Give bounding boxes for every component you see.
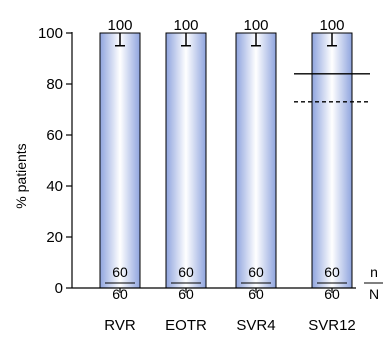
y-tick-label-60: 60 (46, 127, 63, 144)
y-axis-label: % patients (13, 143, 29, 208)
value-label-svr4: 100 (243, 17, 268, 34)
bar-eotr (165, 32, 207, 289)
N-value-rvr: 60 (112, 286, 128, 302)
y-tick-label-20: 20 (46, 229, 63, 246)
x-tick-label-svr4: SVR4 (236, 317, 275, 334)
x-tick-label-eotr: EOTR (165, 317, 207, 334)
N-value-eotr: 60 (178, 286, 194, 302)
n-key-label: n (370, 264, 378, 280)
bar-rvr (99, 32, 141, 289)
y-tick-label-100: 100 (38, 25, 63, 42)
x-tick-label-svr12: SVR12 (308, 317, 356, 334)
bar-svr4 (235, 32, 277, 289)
y-tick-label-0: 0 (55, 280, 63, 297)
n-value-svr12: 60 (324, 264, 340, 280)
bar-svr12 (311, 32, 353, 289)
value-label-svr12: 100 (319, 17, 344, 34)
value-label-eotr: 100 (173, 17, 198, 34)
N-value-svr12: 60 (324, 286, 340, 302)
x-tick-label-rvr: RVR (104, 317, 136, 334)
n-value-svr4: 60 (248, 264, 264, 280)
value-label-rvr: 100 (107, 17, 132, 34)
N-value-svr4: 60 (248, 286, 264, 302)
y-tick-label-40: 40 (46, 178, 63, 195)
n-value-eotr: 60 (178, 264, 194, 280)
n-value-rvr: 60 (112, 264, 128, 280)
y-tick-label-80: 80 (46, 76, 63, 93)
N-key-label: N (369, 286, 379, 302)
